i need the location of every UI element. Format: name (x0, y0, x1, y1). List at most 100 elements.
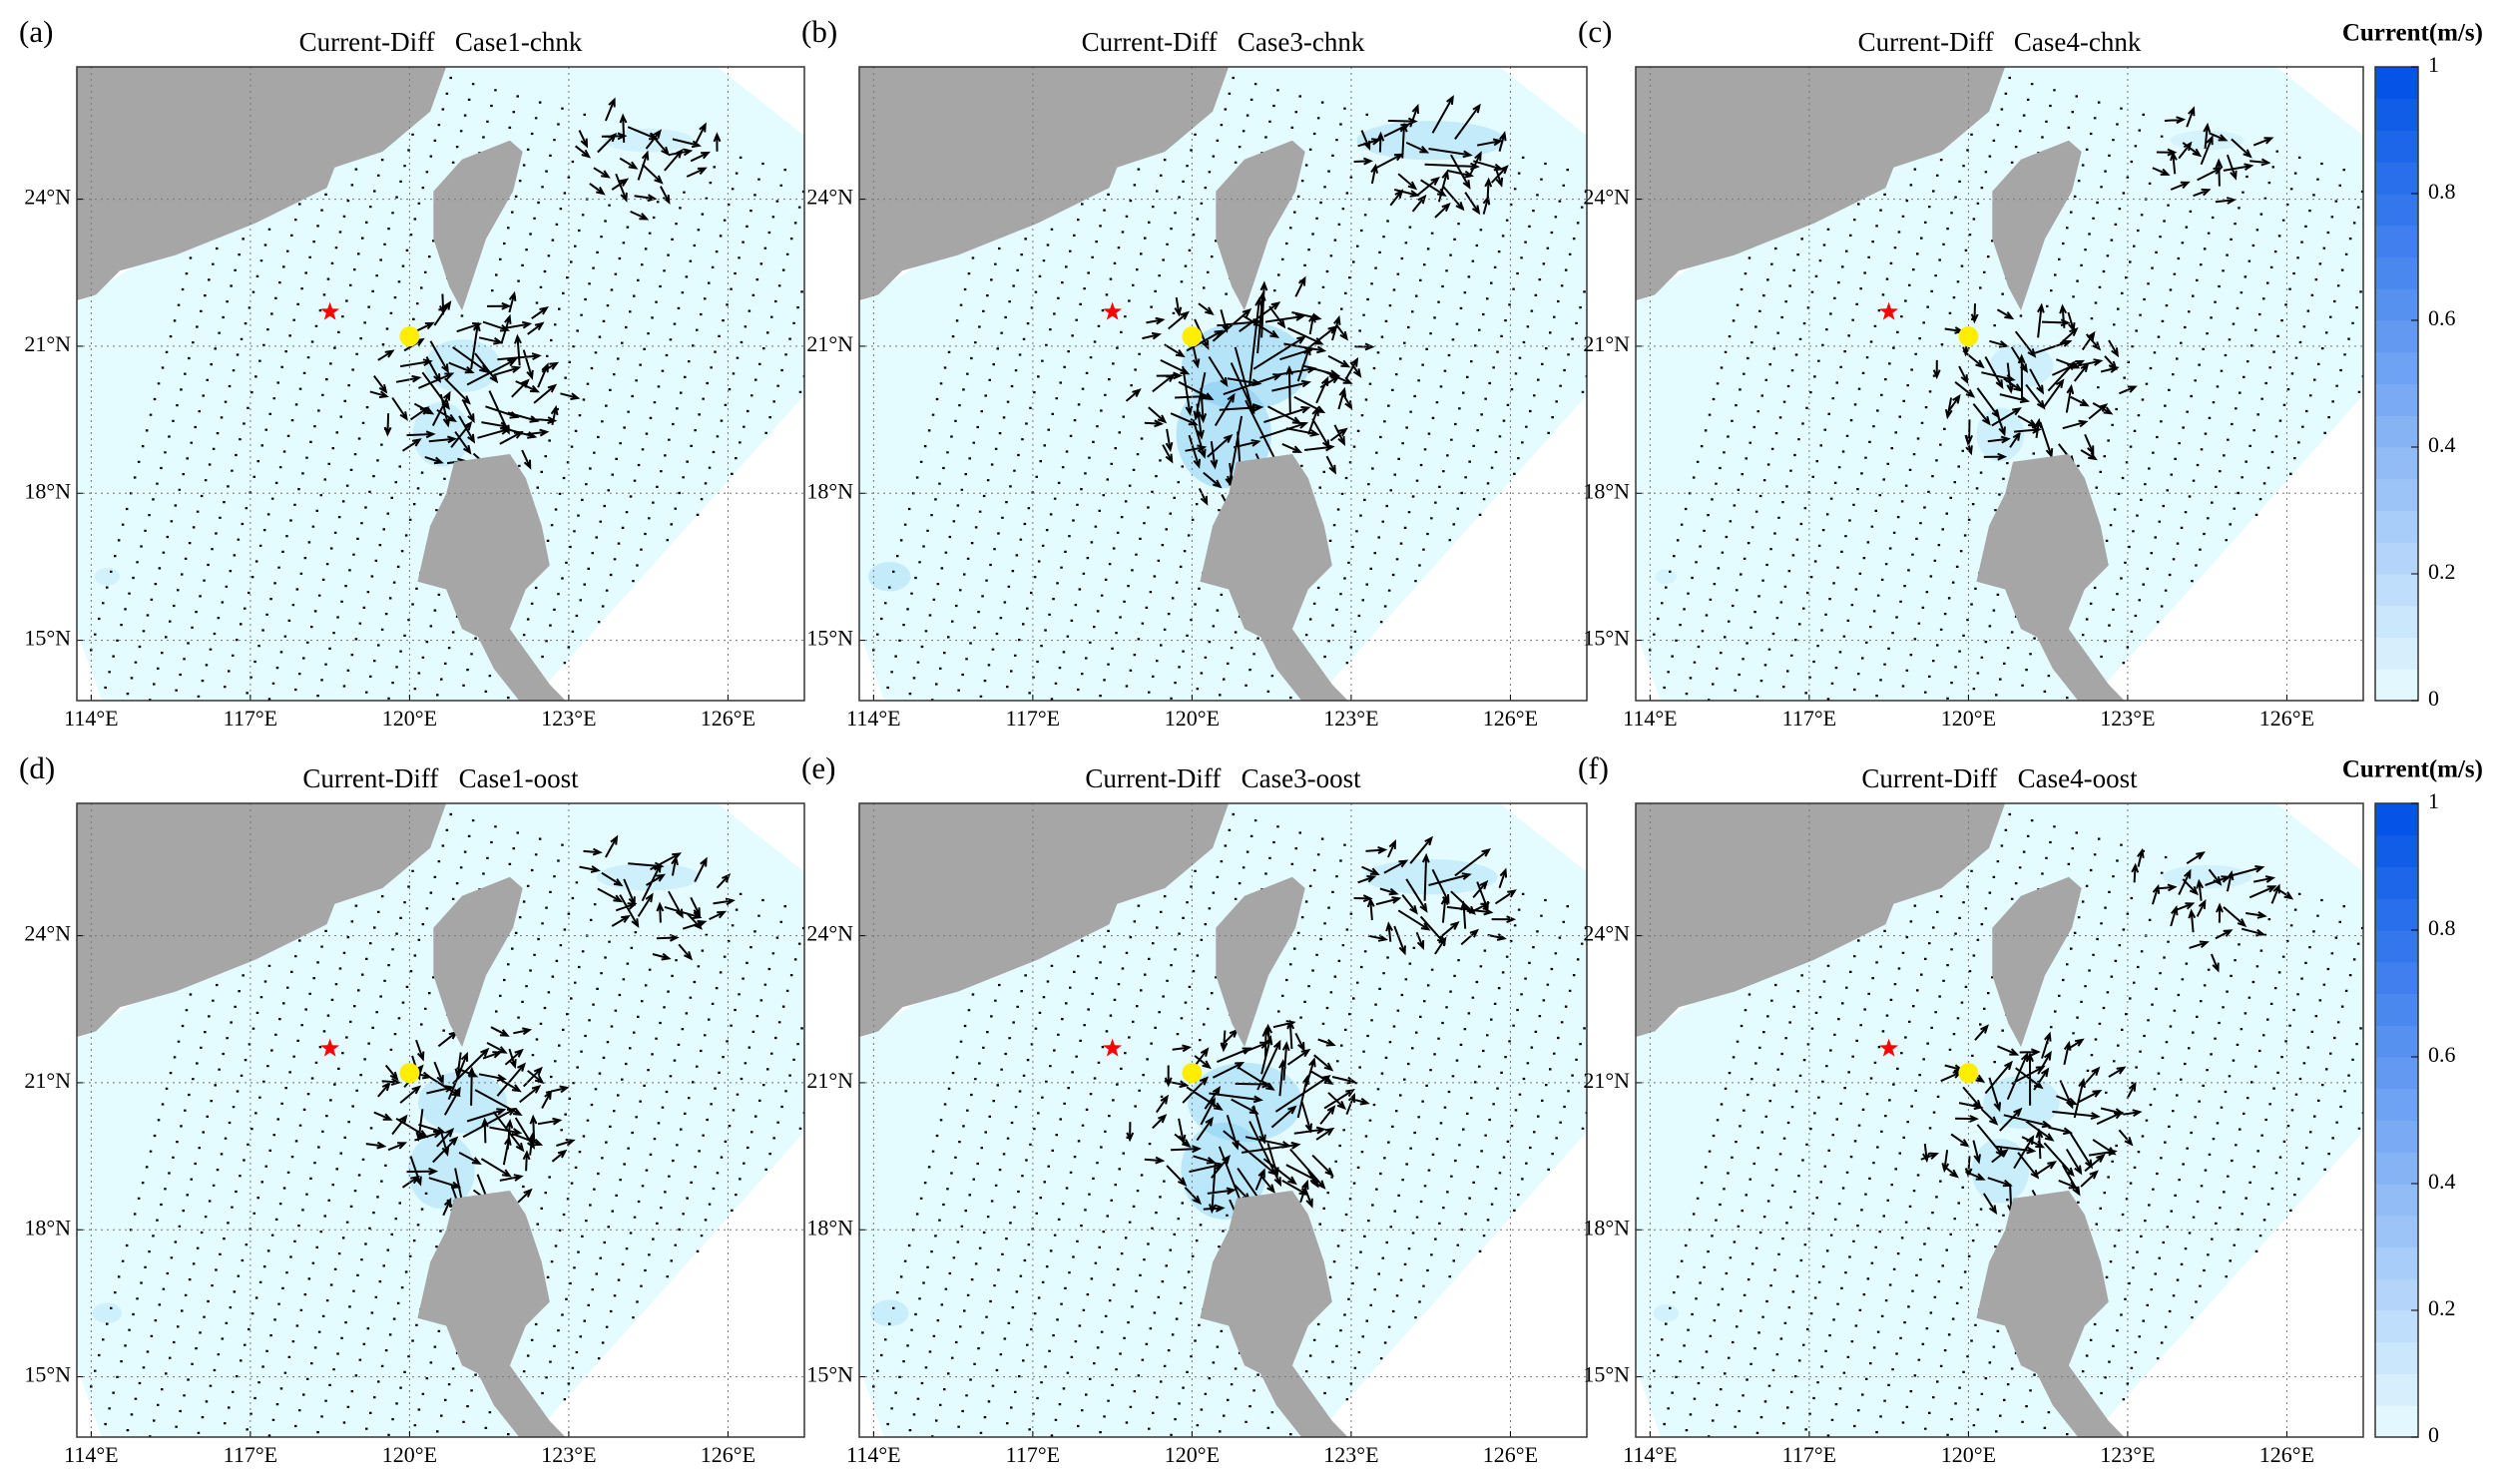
colorbar-label: Current(m/s) (2342, 20, 2483, 47)
colorbar-step (2375, 256, 2418, 289)
map-panel: 114°E 117°E 120°E 123°E 126°E 15°N 18°N 21°N 24°… (801, 750, 1588, 1467)
dot-marker (1182, 326, 1203, 347)
x-tick-label: 117°E (224, 1442, 277, 1467)
x-tick-label: 117°E (1006, 1442, 1060, 1467)
y-tick-label: 21°N (1583, 331, 1630, 356)
panel-label: (c) (1578, 14, 1612, 49)
land (1976, 454, 2125, 701)
y-tick-label: 21°N (1583, 1068, 1630, 1093)
colorbar-tick-label: 0.2 (2428, 559, 2456, 584)
land (417, 1191, 566, 1437)
land (433, 140, 523, 311)
x-tick-label: 114°E (64, 1442, 118, 1467)
y-tick-label: 21°N (806, 331, 853, 356)
land (433, 876, 523, 1048)
colorbar-tick-label: 0.6 (2428, 1042, 2456, 1067)
current-dots (90, 812, 804, 1437)
current-dots (90, 76, 804, 701)
current-patch (1983, 1076, 2060, 1130)
current-patch (596, 862, 701, 891)
colorbar-step (2375, 98, 2418, 131)
dot-marker (1182, 1063, 1203, 1084)
colorbar-step (2375, 478, 2418, 511)
land (859, 67, 1230, 301)
colorbar-step (2375, 898, 2418, 931)
map-body (1636, 803, 2363, 1437)
x-tick-label: 117°E (224, 706, 277, 731)
colorbar-step (2375, 637, 2418, 670)
panel-label: (a) (19, 14, 53, 49)
map-body (859, 803, 1587, 1437)
map-panel: 114°E 117°E 120°E 123°E 126°E 15°N 18°N 21°N 24°… (1578, 750, 2364, 1467)
panel-title: Current-Diff Case1-chnk (299, 27, 583, 57)
colorbar-step (2375, 351, 2418, 384)
colorbar-label: Current(m/s) (2342, 756, 2483, 783)
panel-title: Current-Diff Case4-oost (1861, 763, 2138, 793)
map-body (77, 67, 804, 701)
x-tick-label: 120°E (1165, 706, 1220, 731)
y-tick-label: 21°N (806, 1068, 853, 1093)
colorbar-step (2375, 834, 2418, 867)
x-tick-label: 126°E (701, 1442, 755, 1467)
panel-frame (858, 66, 1588, 702)
current-patch (1653, 1303, 1680, 1322)
colorbar-frame (2374, 66, 2419, 702)
y-tick-label: 24°N (24, 921, 71, 946)
colorbar-step (2375, 1341, 2418, 1374)
panel-label: (b) (801, 14, 837, 49)
x-tick-label: 114°E (846, 1442, 900, 1467)
x-tick-label: 120°E (382, 706, 437, 731)
panel-label: (d) (19, 750, 55, 785)
model-domain (1636, 803, 2363, 1437)
current-patch (870, 1299, 909, 1326)
colorbar-step (2375, 961, 2418, 994)
colorbar-step (2375, 574, 2418, 607)
colorbar-tick-label: 0 (2428, 1422, 2439, 1447)
y-tick-label: 18°N (1583, 1215, 1630, 1239)
colorbar-tick-label: 0.6 (2428, 305, 2456, 330)
star-marker (320, 301, 340, 320)
y-tick-label: 18°N (24, 478, 71, 503)
x-tick-label: 126°E (2259, 706, 2314, 731)
colorbar-tick-label: 0.8 (2428, 179, 2456, 204)
panel-title: Current-Diff Case3-chnk (1082, 27, 1365, 57)
current-patch (407, 1133, 475, 1210)
y-tick-label: 24°N (24, 185, 71, 210)
y-tick-label: 18°N (1583, 478, 1630, 503)
map-body (859, 67, 1587, 701)
panel-label: (f) (1578, 750, 1609, 785)
colorbar-tick-label: 1 (2428, 788, 2439, 813)
y-tick-label: 15°N (24, 626, 71, 651)
panel-frame (76, 66, 805, 702)
land (1636, 803, 2006, 1038)
x-tick-label: 120°E (1941, 1442, 1996, 1467)
colorbar-step (2375, 1120, 2418, 1153)
y-tick-label: 15°N (1583, 626, 1630, 651)
star-marker (320, 1038, 340, 1057)
y-tick-label: 21°N (24, 1068, 71, 1093)
colorbar-step (2375, 1215, 2418, 1247)
colorbar-step (2375, 320, 2418, 353)
colorbar-step (2375, 194, 2418, 227)
land (77, 67, 447, 301)
colorbar-step (2375, 1025, 2418, 1058)
map-body (1636, 67, 2363, 701)
colorbar-tick-label: 0.4 (2428, 432, 2456, 457)
current-patch (92, 1302, 123, 1324)
y-tick-label: 15°N (806, 1362, 853, 1387)
x-tick-label: 126°E (701, 706, 755, 731)
x-tick-label: 123°E (1323, 1442, 1378, 1467)
current-dots (872, 76, 1587, 701)
star-marker (1103, 301, 1123, 320)
dot-marker (1958, 326, 1979, 347)
current-dots (872, 812, 1587, 1437)
colorbar-frame (2374, 802, 2419, 1438)
colorbar-step (2375, 383, 2418, 416)
x-tick-label: 123°E (2100, 1442, 2155, 1467)
model-domain (77, 803, 804, 1437)
colorbar-tick-label: 0.8 (2428, 915, 2456, 940)
colorbar-step (2375, 447, 2418, 480)
x-tick-label: 120°E (382, 1442, 437, 1467)
map-panel: 114°E 117°E 120°E 123°E 126°E 15°N 18°N 21°N 24°… (19, 14, 805, 731)
